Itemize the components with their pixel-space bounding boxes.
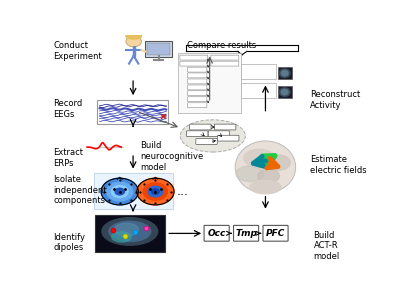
FancyBboxPatch shape [204,225,229,241]
Ellipse shape [258,169,279,183]
Circle shape [126,36,142,47]
FancyBboxPatch shape [188,91,207,96]
FancyBboxPatch shape [146,41,172,57]
Text: Extract
ERPs: Extract ERPs [53,148,83,168]
Ellipse shape [114,223,138,236]
FancyBboxPatch shape [147,43,170,55]
FancyBboxPatch shape [188,85,207,90]
Circle shape [101,178,138,205]
FancyBboxPatch shape [211,55,239,60]
Text: Record
EEGs: Record EEGs [53,99,82,119]
Text: Identify
dipoles: Identify dipoles [53,233,85,253]
Text: PFC: PFC [266,229,285,238]
FancyBboxPatch shape [190,124,211,130]
Text: ...: ... [176,185,188,198]
FancyBboxPatch shape [188,103,207,108]
Ellipse shape [236,166,264,181]
FancyBboxPatch shape [180,61,208,66]
Ellipse shape [281,71,288,76]
FancyBboxPatch shape [180,55,208,60]
FancyBboxPatch shape [196,139,217,144]
Ellipse shape [235,141,296,193]
Text: Compare results: Compare results [188,41,257,50]
Circle shape [111,186,128,198]
Ellipse shape [250,180,281,194]
Ellipse shape [279,69,290,77]
Circle shape [107,182,133,201]
FancyBboxPatch shape [241,64,276,79]
FancyBboxPatch shape [263,225,288,241]
FancyBboxPatch shape [178,53,241,113]
FancyBboxPatch shape [214,124,236,130]
Text: Occ: Occ [208,229,226,238]
Text: Tmp: Tmp [235,229,257,238]
Circle shape [143,183,168,200]
FancyBboxPatch shape [188,73,207,78]
FancyBboxPatch shape [94,173,173,209]
FancyBboxPatch shape [188,67,207,72]
FancyBboxPatch shape [188,79,207,84]
FancyBboxPatch shape [278,86,292,98]
FancyBboxPatch shape [241,84,276,98]
Text: Build
neurocognitive
model: Build neurocognitive model [140,142,203,172]
Text: Isolate
independent
components: Isolate independent components [53,175,107,205]
FancyBboxPatch shape [208,131,230,137]
FancyBboxPatch shape [186,131,208,137]
Ellipse shape [266,155,290,171]
Ellipse shape [126,34,142,39]
Circle shape [137,178,174,205]
Ellipse shape [102,218,158,245]
Ellipse shape [109,221,151,242]
FancyBboxPatch shape [188,97,207,102]
Ellipse shape [244,149,275,167]
Ellipse shape [279,88,290,96]
Ellipse shape [112,232,131,242]
FancyBboxPatch shape [211,61,239,66]
Ellipse shape [281,89,288,95]
Circle shape [148,186,163,197]
Text: Build
ACT-R
model: Build ACT-R model [314,231,340,261]
FancyBboxPatch shape [278,67,292,79]
Text: Reconstruct
Activity: Reconstruct Activity [310,90,361,110]
Circle shape [152,189,159,194]
Text: Conduct
Experiment: Conduct Experiment [53,41,102,61]
FancyBboxPatch shape [98,100,168,124]
Ellipse shape [180,120,245,152]
Circle shape [115,188,124,195]
FancyBboxPatch shape [218,135,239,141]
Text: Estimate
electric fields: Estimate electric fields [310,155,367,175]
FancyBboxPatch shape [234,225,259,241]
FancyBboxPatch shape [95,215,165,252]
